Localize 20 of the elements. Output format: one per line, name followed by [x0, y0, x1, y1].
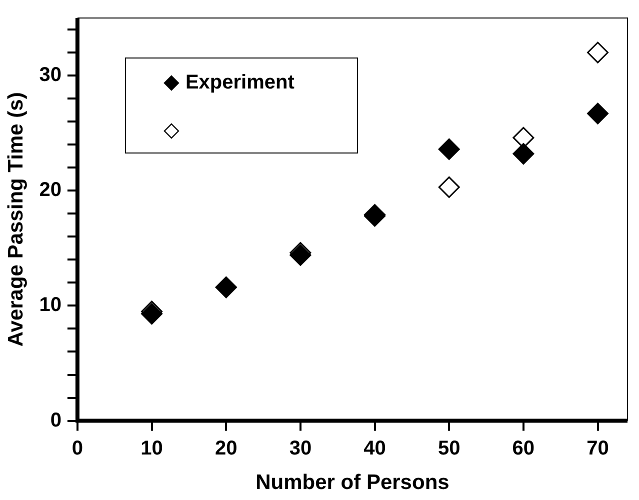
x-tick-label: 10	[140, 437, 163, 460]
point	[587, 42, 609, 64]
y-tick-label: 0	[50, 409, 62, 432]
point	[438, 138, 460, 160]
y-tick-label: 20	[39, 179, 62, 202]
y-axis-title: Average Passing Time (s)	[4, 92, 28, 347]
y-tick-label: 10	[39, 294, 62, 316]
point	[587, 102, 609, 124]
x-tick-label: 30	[289, 437, 312, 460]
x-tick-label: 50	[438, 437, 460, 460]
legend-label: Experiment	[185, 72, 295, 94]
x-tick-label: 40	[364, 437, 386, 460]
point	[438, 176, 460, 198]
y-tick-label: 30	[39, 64, 62, 86]
x-axis-title: Number of Persons	[256, 471, 450, 494]
x-tick-label: 60	[512, 437, 535, 460]
x-tick-label: 20	[214, 437, 238, 460]
x-tick-label: 70	[586, 437, 609, 460]
x-tick-label: 0	[72, 437, 84, 460]
point	[512, 143, 534, 165]
